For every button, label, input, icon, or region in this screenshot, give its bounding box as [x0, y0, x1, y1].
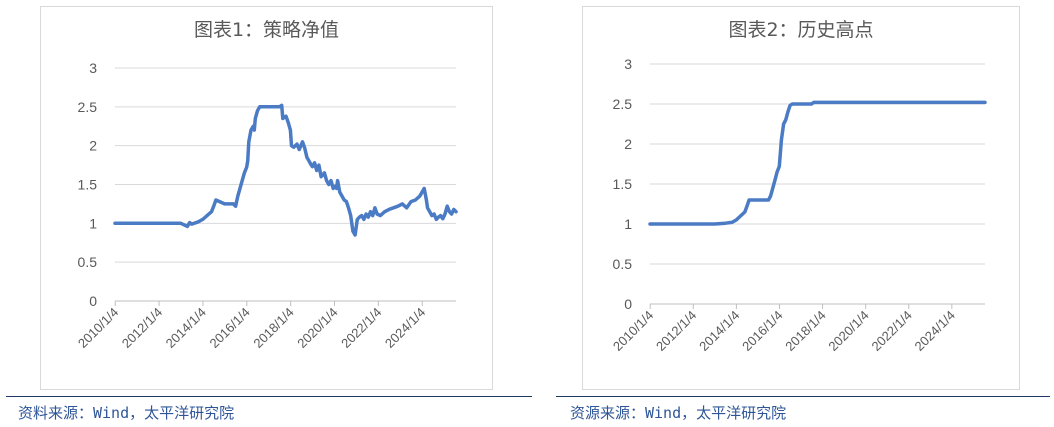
x-tick-label: 2012/1/4 — [119, 305, 165, 351]
y-tick-label: 0.5 — [78, 254, 98, 270]
x-tick-label: 2022/1/4 — [338, 305, 384, 351]
x-tick-label: 2012/1/4 — [653, 308, 699, 354]
chart-1-plot: 00.511.522.532010/1/42012/1/42014/1/4201… — [75, 60, 458, 351]
x-tick-label: 2014/1/4 — [163, 305, 209, 351]
chart-2-plot: 00.511.522.532010/1/42012/1/42014/1/4201… — [610, 56, 987, 354]
x-tick-label: 2024/1/4 — [382, 305, 428, 351]
x-tick-label: 2022/1/4 — [868, 308, 914, 354]
y-tick-label: 2 — [89, 138, 97, 154]
x-tick-label: 2014/1/4 — [696, 308, 742, 354]
chart-2: 图表2：历史高点 0 0.5 1 1.5 2 2.5 3 2010/1/4 2012/1/4 20… — [582, 6, 1020, 390]
x-tick-label: 2016/1/4 — [739, 308, 785, 354]
chart-title: 图表2：历史高点 — [728, 19, 874, 41]
source-note: 资源来源：Wind，太平洋研究院 — [570, 404, 787, 422]
source-divider — [6, 396, 532, 397]
y-tick-label: 3 — [89, 60, 97, 76]
y-tick-label: 1.5 — [78, 177, 98, 193]
y-tick-label: 2 — [624, 136, 632, 152]
source-note: 资料来源：Wind，太平洋研究院 — [18, 404, 235, 422]
x-tick-label: 2020/1/4 — [825, 308, 871, 354]
x-tick-label: 2024/1/4 — [912, 308, 958, 354]
x-tick-label: 2018/1/4 — [250, 305, 296, 351]
x-tick-label: 2010/1/4 — [75, 305, 121, 351]
x-tick-label: 2018/1/4 — [782, 308, 828, 354]
y-tick-label: 1.5 — [613, 176, 633, 192]
series-line-0 — [113, 103, 458, 237]
y-tick-label: 1 — [624, 216, 632, 232]
y-tick-label: 3 — [624, 56, 632, 72]
chart-title: 图表1：策略净值 — [193, 19, 340, 41]
y-tick-label: 0 — [624, 296, 632, 312]
y-tick-label: 2.5 — [613, 96, 633, 112]
x-tick-label: 2016/1/4 — [207, 305, 253, 351]
y-tick-label: 0.5 — [613, 256, 633, 272]
x-tick-label: 2020/1/4 — [294, 305, 340, 351]
source-divider — [556, 396, 1050, 397]
series-line-0 — [648, 100, 987, 226]
y-tick-label: 0 — [89, 293, 97, 309]
y-tick-label: 1 — [89, 215, 97, 231]
chart-1: 图表1：策略净值 0 0.5 1 1.5 2 2.5 3 2010/1/4 2012/1/4 20… — [40, 6, 493, 390]
x-tick-label: 2010/1/4 — [610, 308, 656, 354]
y-tick-label: 2.5 — [78, 99, 98, 115]
